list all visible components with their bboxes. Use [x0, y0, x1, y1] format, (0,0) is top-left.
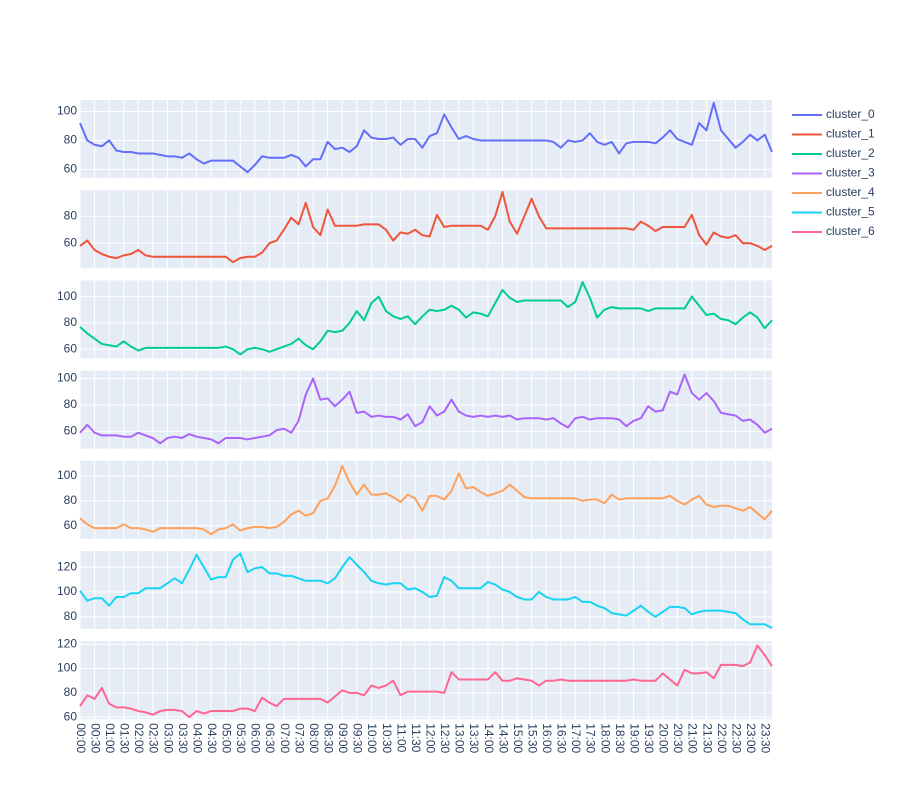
series-line	[79, 190, 773, 264]
y-tick-label: 60	[64, 162, 78, 176]
series-line	[79, 101, 773, 174]
y-tick-label: 80	[64, 397, 78, 411]
y-tick-label: 60	[64, 709, 78, 723]
x-tick-label: 22:30	[729, 723, 743, 753]
x-tick-label: 08:00	[307, 723, 321, 753]
x-tick-label: 06:00	[249, 723, 263, 753]
y-tick-label: 100	[57, 584, 77, 598]
plot-area	[80, 460, 772, 539]
x-tick-label: 12:00	[423, 723, 437, 753]
x-tick-label: 13:30	[467, 723, 481, 753]
x-tick-label: 05:00	[220, 723, 234, 753]
y-tick-label: 60	[64, 235, 78, 249]
series-line	[79, 644, 773, 719]
y-tick-label: 80	[64, 609, 78, 623]
series-line	[79, 465, 773, 536]
legend-label: cluster_4	[826, 185, 875, 199]
y-tick-label: 60	[64, 424, 78, 438]
x-tick-label: 06:30	[263, 723, 277, 753]
legend-label: cluster_3	[826, 166, 875, 180]
x-tick-label: 07:30	[292, 723, 306, 753]
legend-label: cluster_5	[826, 205, 875, 219]
y-tick-label: 80	[64, 493, 78, 507]
x-tick-label: 14:30	[496, 723, 510, 753]
series-line	[79, 281, 773, 356]
y-tick-label: 120	[57, 559, 77, 573]
x-tick-label: 14:00	[482, 723, 496, 753]
x-tick-label: 19:30	[642, 723, 656, 753]
plot-area	[80, 190, 772, 269]
x-tick-label: 20:30	[671, 723, 685, 753]
x-tick-label: 12:30	[438, 723, 452, 753]
x-tick-label: 16:00	[540, 723, 554, 753]
x-tick-label: 23:30	[759, 723, 773, 753]
legend-label: cluster_1	[826, 127, 875, 141]
x-tick-label: 16:30	[555, 723, 569, 753]
x-tick-label: 18:30	[613, 723, 627, 753]
x-tick-label: 02:30	[147, 723, 161, 753]
x-tick-label: 15:30	[525, 723, 539, 753]
y-tick-label: 100	[57, 371, 77, 385]
y-tick-label: 60	[64, 518, 78, 532]
x-tick-label: 11:00	[394, 723, 408, 752]
x-tick-label: 10:30	[380, 723, 394, 753]
x-tick-label: 13:00	[453, 723, 467, 753]
x-tick-label: 01:30	[118, 723, 132, 753]
y-tick-label: 80	[64, 685, 78, 699]
x-tick-label: 03:30	[176, 723, 190, 753]
x-tick-label: 10:00	[365, 723, 379, 753]
y-tick-label: 100	[57, 289, 77, 303]
plot-area	[80, 641, 772, 720]
y-tick-label: 100	[57, 104, 77, 118]
y-tick-label: 80	[64, 315, 78, 329]
x-tick-label: 11:30	[409, 723, 423, 752]
y-tick-label: 80	[64, 208, 78, 222]
x-tick-label: 07:00	[278, 723, 292, 753]
x-tick-label: 08:30	[321, 723, 335, 753]
x-tick-label: 09:00	[336, 723, 350, 753]
x-tick-label: 04:30	[205, 723, 219, 753]
x-tick-label: 17:00	[569, 723, 583, 753]
x-tick-label: 02:00	[132, 723, 146, 753]
y-tick-label: 100	[57, 661, 77, 675]
series-line	[79, 373, 773, 445]
x-tick-label: 21:30	[700, 723, 714, 753]
x-tick-label: 00:30	[88, 723, 102, 753]
x-tick-label: 22:00	[715, 723, 729, 753]
legend-label: cluster_0	[826, 107, 875, 121]
x-tick-label: 20:00	[657, 723, 671, 753]
y-tick-label: 80	[64, 133, 78, 147]
series-line	[79, 552, 773, 629]
x-tick-label: 04:00	[190, 723, 204, 753]
x-tick-label: 19:00	[627, 723, 641, 753]
x-tick-label: 09:30	[351, 723, 365, 753]
y-tick-label: 100	[57, 468, 77, 482]
legend-label: cluster_6	[826, 224, 875, 238]
plot-area	[80, 280, 772, 359]
x-tick-label: 21:00	[686, 723, 700, 753]
y-tick-label: 120	[57, 636, 77, 650]
plot-area	[80, 100, 772, 178]
x-tick-label: 18:00	[598, 723, 612, 753]
x-tick-label: 00:00	[74, 723, 88, 753]
x-tick-label: 15:00	[511, 723, 525, 753]
x-tick-label: 01:00	[103, 723, 117, 753]
legend-label: cluster_2	[826, 146, 875, 160]
x-tick-label: 05:30	[234, 723, 248, 753]
y-tick-label: 60	[64, 341, 78, 355]
x-tick-label: 03:00	[161, 723, 175, 753]
x-tick-label: 17:30	[584, 723, 598, 753]
x-tick-label: 23:00	[744, 723, 758, 753]
